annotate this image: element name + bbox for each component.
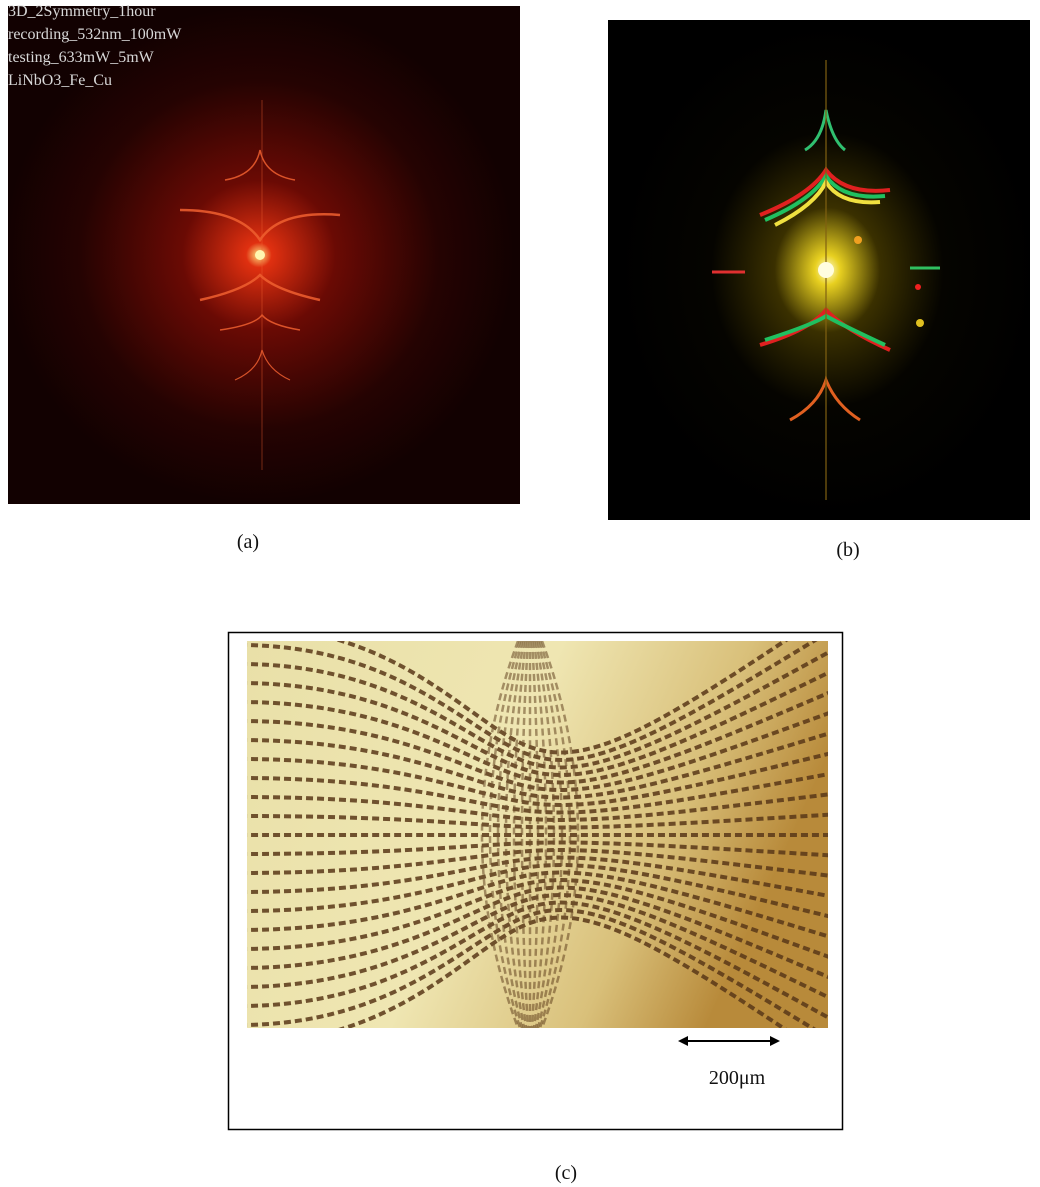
page: {"panels": [ {"overlay_text": ["3D_2Symm…: [0, 0, 1040, 1187]
panel-b-spot: [916, 319, 924, 327]
overlay-text: LiNbO3_Fe_Cu: [8, 72, 112, 89]
figure: 3D_2Symmetry_1hour recording_532nm_100mW…: [0, 0, 1040, 1187]
overlay-text: 3D_2Symmetry_1hour: [8, 3, 156, 20]
panel-b-center: [818, 262, 834, 278]
overlay-text: testing_633mW_5mW: [8, 49, 155, 66]
caption: (a): [237, 531, 259, 553]
caption: (b): [836, 539, 859, 561]
scale-label: 200μm: [709, 1067, 766, 1089]
panel-a-center: [255, 250, 265, 260]
panel-b-spot: [915, 284, 921, 290]
caption: (c): [555, 1162, 577, 1184]
overlay-text: recording_532nm_100mW: [8, 26, 182, 43]
panel-b-spot: [854, 236, 862, 244]
